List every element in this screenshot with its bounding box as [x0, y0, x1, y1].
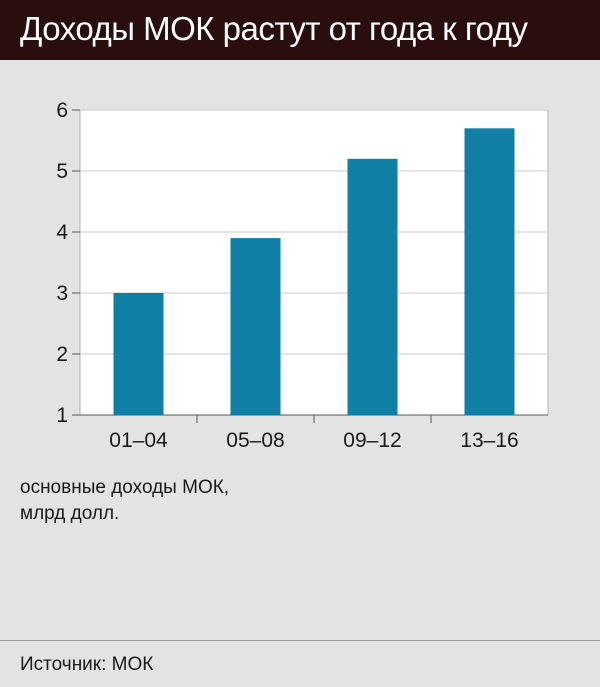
y-tick-label: 3 — [56, 282, 68, 305]
bar — [230, 238, 281, 415]
bar-chart-svg: 1 2 3 4 5 6 01–04 05–08 09–12 13–16 — [56, 99, 549, 452]
y-tick-label: 1 — [56, 404, 68, 427]
footer-divider — [0, 640, 600, 641]
note-line-1: основные доходы МОК, — [20, 477, 230, 498]
source-label: Источник: МОК — [20, 654, 154, 675]
chart-note: основные доходы МОК, млрд долл. — [20, 475, 320, 527]
bar — [113, 293, 164, 415]
x-tick-label: 01–04 — [109, 429, 168, 452]
y-tick-label: 2 — [56, 343, 68, 366]
y-tick-label: 4 — [56, 221, 68, 244]
y-tick-label: 6 — [56, 99, 68, 122]
note-line-2: млрд долл. — [20, 503, 120, 524]
bar-chart: 1 2 3 4 5 6 01–04 05–08 09–12 13–16 — [0, 60, 600, 640]
bar — [347, 158, 398, 416]
chart-header: Доходы МОК растут от года к году — [0, 0, 600, 60]
x-tick-label: 05–08 — [226, 429, 284, 452]
chart-title: Доходы МОК растут от года к году — [20, 10, 528, 47]
y-tick-label: 5 — [56, 160, 68, 183]
x-tick-label: 13–16 — [460, 429, 518, 452]
bar — [464, 128, 515, 416]
x-tick-label: 09–12 — [343, 429, 401, 452]
